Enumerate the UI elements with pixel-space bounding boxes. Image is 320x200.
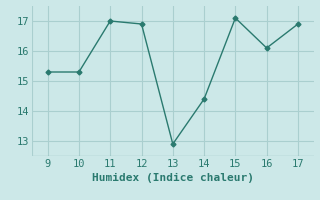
X-axis label: Humidex (Indice chaleur): Humidex (Indice chaleur) [92, 173, 254, 183]
